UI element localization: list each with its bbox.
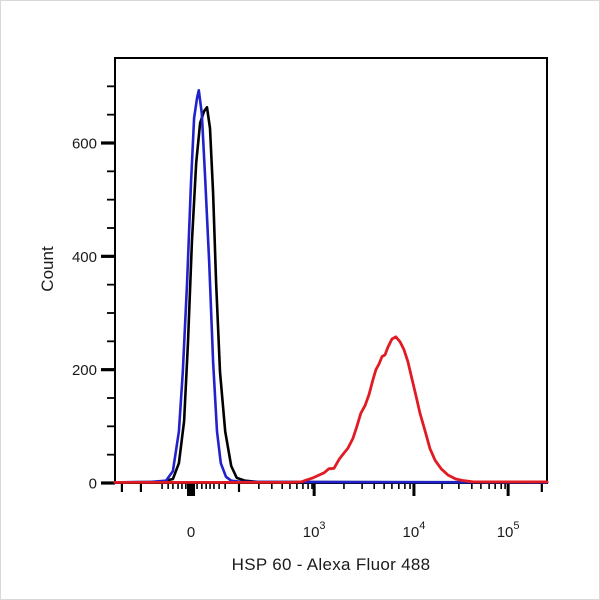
x-tick-label: 0 [187,524,195,541]
x-tick-label: 105 [497,520,520,541]
x-tick-label: 104 [403,520,426,541]
y-axis-title: Count [38,246,57,292]
y-tick-label: 400 [72,249,97,266]
x-tick-label: 103 [303,520,326,541]
black-curve [113,106,549,484]
y-tick-label: 0 [89,476,97,493]
blue-curve [113,89,549,484]
y-tick-label: 600 [72,136,97,153]
x-axis-title: HSP 60 - Alexa Fluor 488 [231,555,431,574]
red-curve [113,335,549,484]
y-tick-label: 200 [72,362,97,379]
